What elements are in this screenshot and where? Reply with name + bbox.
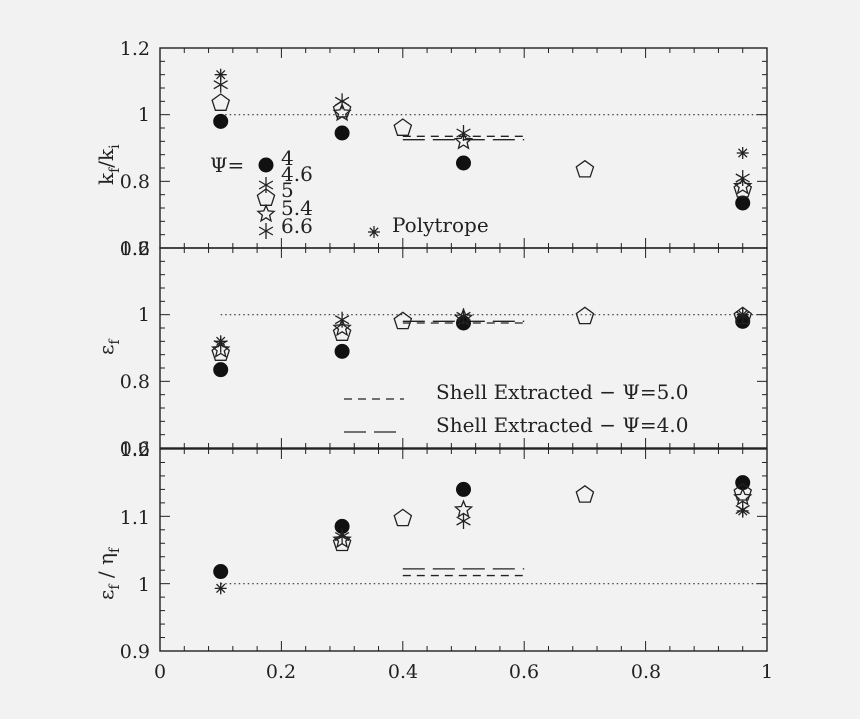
data-point-filled-circle (213, 564, 229, 580)
data-point-asterisk6 (456, 125, 471, 141)
data-point-star (332, 317, 352, 337)
data-point-pentagon (332, 533, 352, 552)
data-point-star (732, 487, 753, 506)
panel-1-ytick-1: 1.2 (120, 38, 150, 60)
psi-legend: Ψ= 4 4.6 5 5.4 6.6 Polytrope (210, 146, 489, 239)
panel-3-ytick-4: 0.9 (120, 641, 150, 663)
data-point-asterisk6 (456, 308, 471, 325)
xtick-0-4: 0.4 (388, 661, 418, 683)
xtick-0-2: 0.2 (266, 661, 296, 683)
data-point-star (210, 339, 231, 358)
panel-2-ytick-3: 0.8 (120, 371, 150, 393)
data-point-filled-circle (213, 113, 229, 129)
xtick-0-8: 0.8 (631, 661, 661, 683)
psi-legend-label-4-6: 4.6 (281, 162, 313, 186)
data-point-asterisk6 (334, 93, 350, 110)
legend-marker-star (256, 203, 276, 223)
data-point-filled-circle (735, 195, 751, 211)
panel-2-frame (159, 247, 768, 449)
data-point-asterisk8 (736, 308, 749, 321)
data-point-asterisk8 (214, 582, 227, 595)
data-point-pentagon (393, 118, 413, 136)
panel-2-ytick-1: 1.2 (120, 238, 150, 260)
panel-1-ytick-3: 0.8 (120, 171, 150, 193)
data-point-asterisk6 (735, 169, 750, 187)
data-point-star (453, 131, 474, 150)
panel-3-ytick-3: 1 (138, 574, 150, 596)
panel-2-ytick-2: 1 (138, 304, 150, 326)
data-point-filled-circle (456, 155, 471, 171)
data-point-star (332, 102, 352, 122)
panel-2-ylabel: εf (94, 338, 123, 355)
data-point-pentagon (733, 482, 753, 501)
panel-1-ytick-4: 0.6 (120, 238, 150, 260)
shell-legend: Shell Extracted − Ψ=5.0 Shell Extracted … (344, 380, 688, 437)
data-point-asterisk8 (214, 335, 227, 348)
data-point-asterisk8 (214, 68, 227, 81)
panel-3-ytick-1: 1.2 (120, 439, 150, 461)
panel-3-frame (159, 448, 768, 652)
data-point-pentagon (211, 343, 231, 361)
xtick-0: 0 (154, 661, 166, 683)
panel-2: 1.2 1 0.8 0.6 εf Shell Extracted − Ψ=5.0… (94, 238, 768, 460)
legend-marker-filled-circle (258, 157, 274, 173)
psi-legend-label-6-6: 6.6 (281, 214, 313, 238)
data-point-pentagon (211, 93, 231, 111)
data-point-asterisk8 (736, 504, 749, 517)
panel-1: 1.2 1 0.8 0.6 kf/ki Ψ= 4 4.6 5 5.4 6.6 P… (94, 38, 768, 260)
data-point-star (732, 176, 753, 195)
data-point-pentagon (575, 159, 595, 178)
xtick-1: 1 (761, 661, 773, 683)
panel-2-ytick-4: 0.6 (120, 438, 150, 460)
data-point-pentagon (393, 311, 413, 330)
legend-marker-asterisk8 (368, 226, 380, 238)
panel-3: 1.2 1.1 1 0.9 εf / ηf 0 0.2 0.4 0.6 0.8 … (94, 439, 773, 683)
data-point-asterisk6 (334, 311, 350, 328)
panel-1-ylabel: kf/ki (94, 144, 123, 185)
data-point-pentagon (332, 323, 352, 341)
data-point-filled-circle (334, 343, 350, 359)
xtick-0-6: 0.6 (509, 661, 539, 683)
data-point-asterisk6 (334, 528, 350, 545)
data-point-pentagon (393, 508, 413, 527)
data-point-filled-circle (334, 518, 350, 534)
data-point-pentagon (733, 179, 753, 198)
psi-legend-title: Ψ= (210, 153, 244, 177)
psi-legend-label-5: 5 (281, 178, 294, 202)
panel-3-ylabel: εf / ηf (94, 546, 123, 600)
data-point-filled-circle (456, 481, 471, 497)
data-point-asterisk8 (736, 146, 749, 160)
data-point-pentagon (575, 484, 595, 503)
data-point-pentagon (575, 306, 595, 325)
psi-legend-label-5-4: 5.4 (281, 196, 313, 220)
shell-legend-label-psi-4: Shell Extracted − Ψ=4.0 (436, 413, 688, 437)
psi-legend-label-polytrope: Polytrope (392, 213, 489, 237)
data-point-filled-circle (334, 125, 350, 141)
legend-marker-asterisk6 (258, 223, 274, 239)
shell-legend-label-psi-5: Shell Extracted − Ψ=5.0 (436, 380, 688, 404)
data-point-asterisk6 (456, 513, 471, 529)
panel-1-ytick-2: 1 (138, 104, 150, 126)
psi-legend-label-4: 4 (281, 146, 294, 170)
data-point-filled-circle (213, 362, 229, 378)
panel-3-ytick-2: 1.1 (120, 507, 150, 529)
